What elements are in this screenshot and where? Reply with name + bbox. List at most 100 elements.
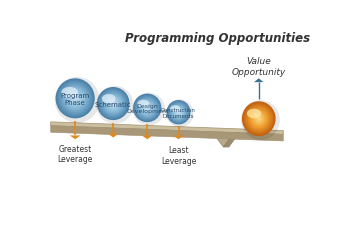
Ellipse shape — [107, 98, 119, 110]
FancyArrow shape — [173, 136, 184, 140]
Ellipse shape — [102, 93, 124, 115]
Ellipse shape — [169, 104, 188, 122]
Ellipse shape — [168, 102, 190, 124]
Ellipse shape — [247, 107, 270, 131]
Ellipse shape — [146, 107, 148, 110]
Ellipse shape — [173, 107, 184, 118]
Ellipse shape — [167, 101, 191, 125]
Ellipse shape — [112, 103, 115, 106]
Ellipse shape — [174, 108, 184, 118]
Ellipse shape — [245, 105, 273, 133]
FancyArrow shape — [142, 136, 153, 140]
Ellipse shape — [61, 88, 78, 98]
Ellipse shape — [99, 90, 127, 118]
Ellipse shape — [74, 98, 76, 100]
Ellipse shape — [110, 100, 117, 108]
Ellipse shape — [73, 96, 78, 102]
Ellipse shape — [111, 102, 115, 106]
Ellipse shape — [244, 104, 274, 135]
Ellipse shape — [145, 106, 149, 110]
Ellipse shape — [132, 93, 165, 126]
FancyArrow shape — [254, 79, 264, 83]
Ellipse shape — [63, 86, 88, 112]
Ellipse shape — [173, 107, 185, 119]
Ellipse shape — [67, 91, 83, 107]
Ellipse shape — [138, 99, 157, 118]
Ellipse shape — [135, 96, 159, 121]
Ellipse shape — [136, 97, 159, 120]
Ellipse shape — [138, 99, 156, 117]
Ellipse shape — [168, 102, 189, 123]
Ellipse shape — [249, 109, 269, 129]
Ellipse shape — [143, 104, 152, 113]
Ellipse shape — [70, 93, 80, 104]
Ellipse shape — [133, 94, 161, 123]
Text: Least
Leverage: Least Leverage — [161, 146, 196, 165]
Ellipse shape — [170, 104, 187, 121]
Ellipse shape — [175, 109, 182, 116]
Ellipse shape — [253, 113, 265, 126]
Polygon shape — [51, 126, 283, 141]
Ellipse shape — [167, 101, 190, 124]
Ellipse shape — [250, 110, 268, 129]
Ellipse shape — [176, 110, 181, 115]
Ellipse shape — [101, 91, 126, 117]
Ellipse shape — [252, 112, 266, 126]
Ellipse shape — [178, 112, 179, 113]
Ellipse shape — [244, 104, 273, 134]
Text: Design
Development: Design Development — [126, 103, 168, 114]
Ellipse shape — [257, 118, 260, 121]
Ellipse shape — [103, 94, 124, 115]
Text: Schematic: Schematic — [95, 101, 132, 107]
Ellipse shape — [60, 83, 90, 114]
Ellipse shape — [144, 105, 151, 112]
Ellipse shape — [140, 101, 155, 116]
Ellipse shape — [55, 78, 100, 123]
Polygon shape — [224, 133, 240, 147]
FancyArrow shape — [70, 136, 80, 140]
Ellipse shape — [243, 103, 275, 136]
Ellipse shape — [66, 90, 84, 108]
Ellipse shape — [137, 100, 149, 108]
Text: Program
Phase: Program Phase — [60, 92, 90, 105]
Ellipse shape — [171, 106, 186, 120]
Ellipse shape — [170, 104, 187, 122]
Ellipse shape — [98, 88, 129, 120]
Ellipse shape — [106, 97, 121, 112]
Ellipse shape — [58, 82, 92, 116]
Ellipse shape — [69, 92, 81, 105]
Ellipse shape — [61, 84, 90, 113]
Ellipse shape — [253, 114, 264, 125]
Ellipse shape — [145, 106, 150, 111]
Text: Construction
Documents: Construction Documents — [161, 107, 196, 118]
Ellipse shape — [258, 118, 259, 120]
Ellipse shape — [139, 100, 155, 117]
Ellipse shape — [108, 99, 118, 109]
Ellipse shape — [62, 85, 88, 112]
Ellipse shape — [255, 115, 263, 123]
Ellipse shape — [97, 88, 130, 121]
Ellipse shape — [73, 97, 77, 101]
Ellipse shape — [65, 89, 85, 109]
Ellipse shape — [109, 100, 118, 109]
Ellipse shape — [104, 94, 123, 114]
Ellipse shape — [166, 100, 193, 128]
Ellipse shape — [242, 102, 276, 137]
Ellipse shape — [137, 98, 158, 119]
Ellipse shape — [107, 97, 120, 111]
FancyArrow shape — [108, 134, 119, 138]
Ellipse shape — [170, 106, 180, 112]
Ellipse shape — [98, 89, 128, 119]
Ellipse shape — [104, 95, 122, 113]
Ellipse shape — [72, 95, 79, 103]
Ellipse shape — [176, 110, 181, 115]
Ellipse shape — [136, 97, 158, 119]
Ellipse shape — [177, 111, 180, 114]
Ellipse shape — [247, 109, 261, 119]
Ellipse shape — [55, 79, 95, 119]
Ellipse shape — [57, 80, 94, 118]
Ellipse shape — [134, 95, 161, 122]
Ellipse shape — [102, 95, 115, 104]
Ellipse shape — [141, 103, 153, 114]
Ellipse shape — [241, 101, 280, 140]
